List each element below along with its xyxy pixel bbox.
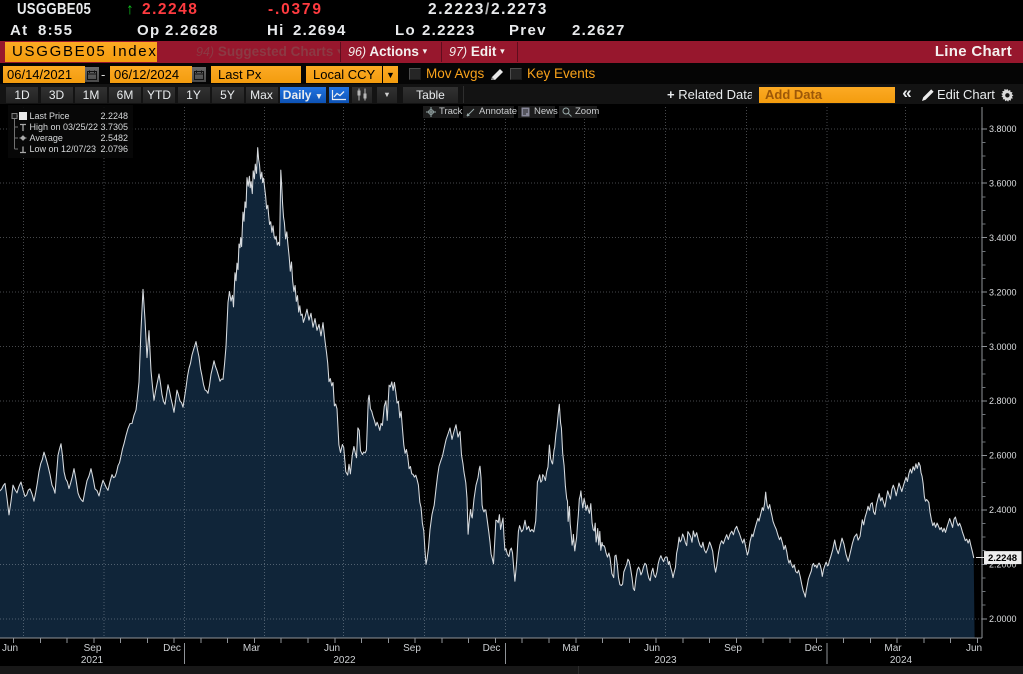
svg-text:3.2000: 3.2000 bbox=[989, 287, 1017, 297]
svg-text:Jun: Jun bbox=[966, 643, 982, 654]
svg-text:3.4000: 3.4000 bbox=[989, 233, 1017, 243]
svg-text:2.0000: 2.0000 bbox=[989, 614, 1017, 624]
svg-text:Dec: Dec bbox=[805, 643, 823, 654]
svg-text:Sep: Sep bbox=[724, 643, 742, 654]
svg-text:Jun: Jun bbox=[324, 643, 340, 654]
svg-text:2.4000: 2.4000 bbox=[989, 505, 1017, 515]
svg-text:2021: 2021 bbox=[81, 655, 104, 666]
svg-text:2024: 2024 bbox=[890, 655, 913, 666]
svg-text:2.2248: 2.2248 bbox=[988, 553, 1017, 564]
svg-text:Dec: Dec bbox=[163, 643, 181, 654]
svg-text:Mar: Mar bbox=[562, 643, 580, 654]
svg-text:2022: 2022 bbox=[333, 655, 356, 666]
svg-text:Jun: Jun bbox=[644, 643, 660, 654]
svg-text:3.6000: 3.6000 bbox=[989, 178, 1017, 188]
svg-text:Mar: Mar bbox=[243, 643, 261, 654]
svg-text:2.6000: 2.6000 bbox=[989, 451, 1017, 461]
svg-text:Dec: Dec bbox=[483, 643, 501, 654]
svg-text:Jun: Jun bbox=[2, 643, 18, 654]
svg-text:Mar: Mar bbox=[884, 643, 902, 654]
svg-text:2023: 2023 bbox=[654, 655, 677, 666]
svg-text:2.8000: 2.8000 bbox=[989, 396, 1017, 406]
svg-text:3.0000: 3.0000 bbox=[989, 342, 1017, 352]
svg-text:3.8000: 3.8000 bbox=[989, 124, 1017, 134]
svg-text:2.2000: 2.2000 bbox=[989, 560, 1017, 570]
svg-text:Sep: Sep bbox=[84, 643, 102, 654]
svg-text:Sep: Sep bbox=[403, 643, 421, 654]
